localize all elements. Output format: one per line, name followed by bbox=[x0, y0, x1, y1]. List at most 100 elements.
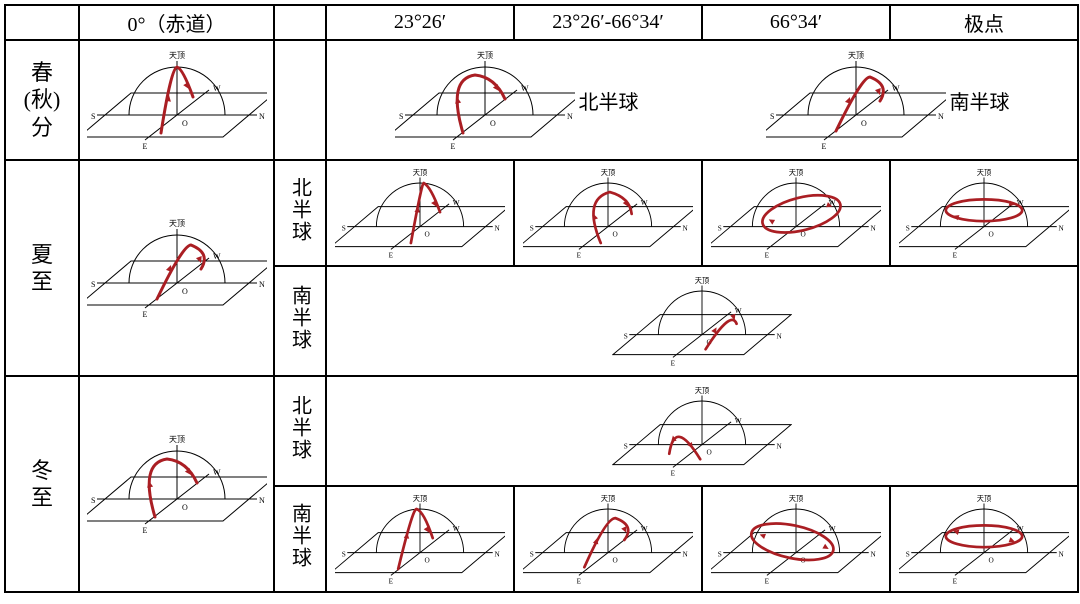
hdr-lat66: 66°34′ bbox=[702, 5, 890, 40]
svg-text:N: N bbox=[777, 442, 783, 450]
svg-text:E: E bbox=[821, 142, 826, 151]
cell-summer-south-label: 南半球 bbox=[274, 266, 326, 376]
svg-text:N: N bbox=[683, 550, 689, 558]
svg-text:天顶: 天顶 bbox=[601, 169, 616, 177]
diagram-summer-equator: 天顶SNEWO bbox=[87, 213, 267, 323]
svg-text:N: N bbox=[871, 224, 877, 232]
diagram-summer-n-2366: 天顶SNEWO bbox=[523, 163, 693, 263]
cell-summer-south-span: 天顶SNEWO bbox=[326, 266, 1078, 376]
cell-winter-s-2366: 天顶SNEWO bbox=[514, 486, 702, 592]
svg-text:S: S bbox=[906, 224, 910, 232]
cell-summer-n-pole: 天顶SNEWO bbox=[890, 160, 1078, 266]
cell-winter-north-span: 天顶 S N E W O bbox=[326, 376, 1078, 486]
svg-text:天顶: 天顶 bbox=[848, 51, 864, 60]
cell-winter-s-23: 天顶SNEWO bbox=[326, 486, 514, 592]
svg-text:N: N bbox=[938, 112, 944, 121]
svg-text:O: O bbox=[182, 119, 188, 128]
cell-summer-n-23: 天顶SNEWO bbox=[326, 160, 514, 266]
sun-path-table: 0°（赤道） 23°26′ 23°26′-66°34′ 66°34′ 极点 春(… bbox=[4, 4, 1079, 593]
svg-text:W: W bbox=[453, 525, 460, 533]
svg-text:W: W bbox=[735, 307, 742, 315]
diagram-winter-equator: 天顶 S N E W O bbox=[87, 429, 267, 539]
svg-text:S: S bbox=[530, 224, 534, 232]
cell-winter-south-label: 南半球 bbox=[274, 486, 326, 592]
hdr-pole: 极点 bbox=[890, 5, 1078, 40]
svg-text:天顶: 天顶 bbox=[477, 51, 493, 60]
hdr-lat23-66: 23°26′-66°34′ bbox=[514, 5, 702, 40]
rowlabel-winter: 冬至 bbox=[5, 376, 79, 592]
svg-text:E: E bbox=[577, 578, 582, 586]
svg-text:天顶: 天顶 bbox=[169, 219, 185, 228]
svg-text:O: O bbox=[989, 557, 994, 565]
cell-winter-s-66: 天顶SNEWO bbox=[702, 486, 890, 592]
svg-text:E: E bbox=[953, 578, 958, 586]
svg-text:N: N bbox=[259, 280, 265, 289]
svg-text:E: E bbox=[142, 526, 147, 535]
svg-text:E: E bbox=[389, 578, 394, 586]
svg-text:N: N bbox=[259, 496, 265, 505]
cell-winter-s-pole: 天顶SNEWO bbox=[890, 486, 1078, 592]
svg-text:天顶: 天顶 bbox=[695, 387, 710, 395]
rowlabel-summer: 夏至 bbox=[5, 160, 79, 376]
caption-equinox-south: 南半球 bbox=[950, 86, 1010, 115]
svg-text:N: N bbox=[1059, 224, 1065, 232]
diagram-equinox-south: 天顶SNEWO bbox=[766, 45, 946, 155]
svg-text:天顶: 天顶 bbox=[977, 495, 992, 503]
svg-text:W: W bbox=[735, 417, 742, 425]
svg-text:E: E bbox=[765, 578, 770, 586]
svg-text:O: O bbox=[613, 557, 618, 565]
diagram-summer-n-23: 天顶SNEWO bbox=[335, 163, 505, 263]
hdr-blank2 bbox=[274, 5, 326, 40]
svg-text:N: N bbox=[777, 332, 783, 340]
svg-text:E: E bbox=[450, 142, 455, 151]
diagram-summer-n-pole: 天顶SNEWO bbox=[899, 163, 1069, 263]
rowlabel-equinox: 春(秋)分 bbox=[5, 40, 79, 160]
hdr-equator: 0°（赤道） bbox=[79, 5, 274, 40]
svg-text:天顶: 天顶 bbox=[977, 169, 992, 177]
svg-text:N: N bbox=[871, 550, 877, 558]
svg-text:O: O bbox=[707, 449, 712, 457]
svg-text:O: O bbox=[613, 231, 618, 239]
svg-text:天顶: 天顶 bbox=[413, 169, 428, 177]
svg-text:E: E bbox=[671, 360, 676, 368]
svg-text:S: S bbox=[342, 550, 346, 558]
caption-equinox-north: 北半球 bbox=[579, 86, 639, 115]
cell-winter-equator: 天顶 S N E W O bbox=[79, 376, 274, 592]
hdr-blank1 bbox=[5, 5, 79, 40]
svg-text:S: S bbox=[718, 550, 722, 558]
svg-text:E: E bbox=[671, 470, 676, 478]
svg-text:N: N bbox=[495, 224, 501, 232]
svg-text:W: W bbox=[829, 525, 836, 533]
svg-text:天顶: 天顶 bbox=[789, 495, 804, 503]
svg-text:S: S bbox=[91, 496, 95, 505]
svg-text:天顶: 天顶 bbox=[413, 495, 428, 503]
svg-text:W: W bbox=[453, 199, 460, 207]
header-row: 0°（赤道） 23°26′ 23°26′-66°34′ 66°34′ 极点 bbox=[5, 5, 1078, 40]
svg-text:N: N bbox=[1059, 550, 1065, 558]
cell-winter-north-label: 北半球 bbox=[274, 376, 326, 486]
diagram-equinox-equator: 天顶SNEWO bbox=[87, 45, 267, 155]
svg-text:S: S bbox=[624, 332, 628, 340]
diagram-winter-s-23: 天顶SNEWO bbox=[335, 489, 505, 589]
svg-text:天顶: 天顶 bbox=[789, 169, 804, 177]
row-winter-north: 冬至 天顶SNEWO 北半球 天顶SNEWO bbox=[5, 376, 1078, 486]
svg-text:W: W bbox=[213, 468, 221, 477]
svg-text:S: S bbox=[624, 442, 628, 450]
cell-equinox-hemi-blank bbox=[274, 40, 326, 160]
svg-text:O: O bbox=[490, 119, 496, 128]
svg-text:O: O bbox=[989, 231, 994, 239]
svg-text:天顶: 天顶 bbox=[695, 277, 710, 285]
diagram-winter-north: 天顶 S N E W O bbox=[612, 381, 792, 481]
svg-text:E: E bbox=[142, 142, 147, 151]
svg-text:S: S bbox=[770, 112, 774, 121]
svg-text:天顶: 天顶 bbox=[169, 435, 185, 444]
svg-text:E: E bbox=[577, 252, 582, 260]
svg-text:W: W bbox=[213, 252, 221, 261]
svg-text:S: S bbox=[906, 550, 910, 558]
svg-text:O: O bbox=[861, 119, 867, 128]
cell-equinox-span: 天顶SNEWO 北半球 天顶SNEWO 南半球 bbox=[326, 40, 1078, 160]
svg-text:O: O bbox=[182, 503, 188, 512]
row-equinox: 春(秋)分 天顶SNEWO 天顶SNEWO 北半球 天顶SNEWO 南半球 bbox=[5, 40, 1078, 160]
svg-text:S: S bbox=[342, 224, 346, 232]
svg-text:天顶: 天顶 bbox=[601, 495, 616, 503]
